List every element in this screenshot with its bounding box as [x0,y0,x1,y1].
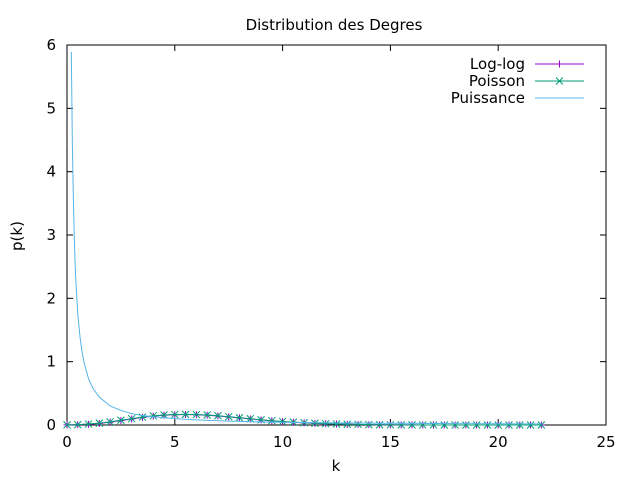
series-puissance [70,51,542,425]
data-point [386,420,395,429]
series-line [70,51,542,425]
data-point [418,421,427,429]
data-point [440,421,449,429]
data-point [343,420,352,429]
data-point [181,410,190,419]
data-point [106,417,114,426]
data-point [63,421,71,429]
x-tick-label: 0 [62,433,72,451]
data-point [483,421,492,429]
legend-label: Puissance [451,89,525,107]
y-axis-label: p(k) [8,221,26,251]
series-log-log [63,411,545,429]
y-tick-label: 2 [46,289,56,307]
data-point [278,417,287,426]
y-tick-label: 5 [46,99,56,117]
y-tick-label: 4 [46,163,56,181]
data-point [515,421,524,429]
legend-marker [555,77,564,85]
x-tick-label: 15 [381,433,400,451]
legend-marker [556,60,563,68]
data-point [73,420,82,429]
plot-frame [66,44,607,426]
y-tick-label: 1 [46,353,56,371]
data-point [429,421,438,429]
legend-label: Log-log [470,55,525,73]
data-point [332,420,341,428]
x-tick-label: 20 [489,433,508,451]
data-point [246,414,255,423]
series-poisson [63,410,546,429]
data-point [127,414,136,423]
data-point [408,421,416,429]
x-tick-label: 10 [273,433,292,451]
legend-label: Poisson [469,72,525,90]
data-point [472,421,481,429]
x-tick-label: 25 [596,433,615,451]
data-point [192,410,201,419]
data-point [235,413,244,422]
series-layer [63,51,546,429]
data-point [149,411,158,420]
data-point [95,419,104,427]
data-point [224,412,233,421]
data-point [84,420,93,428]
data-point [375,420,384,429]
data-point [321,419,330,428]
data-point [364,420,373,429]
data-point [537,421,546,429]
data-point [526,421,535,429]
x-tick-label: 5 [170,433,180,451]
data-point [451,421,459,429]
data-point [267,416,276,425]
data-point [462,421,470,429]
x-axis-label: k [332,457,341,475]
data-point [505,421,513,429]
data-point [311,419,319,428]
data-point [354,420,362,429]
data-point [214,411,222,420]
data-point [117,416,125,425]
data-point [203,411,211,419]
data-point [494,421,503,429]
data-point [170,410,179,419]
data-point [397,421,406,429]
y-tick-label: 6 [46,36,56,54]
y-tick-label: 3 [46,226,56,244]
y-tick-label: 0 [46,416,56,434]
chart-title: Distribution des Degres [246,16,423,34]
axis-ticks: 0 5 10 15 20 25 0 1 2 3 4 5 6 [46,36,615,451]
